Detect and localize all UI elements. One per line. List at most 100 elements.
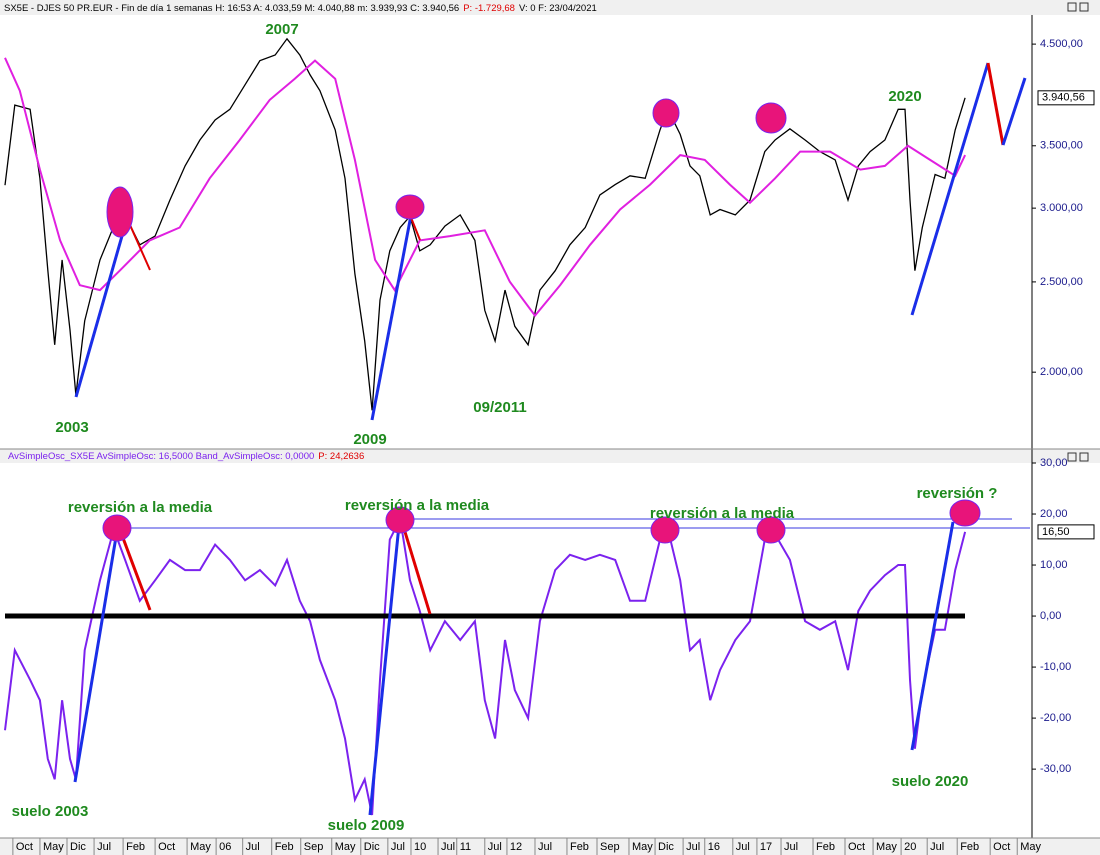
- x-tick-label: Sep: [304, 841, 324, 853]
- x-tick-label: Feb: [126, 841, 145, 853]
- x-tick-label: Jul: [246, 841, 260, 853]
- x-tick-label: Jul: [391, 841, 405, 853]
- window-button[interactable]: [1067, 2, 1077, 12]
- header: AvSimpleOsc_SX5E AvSimpleOsc: 16,5000 Ba…: [8, 451, 364, 462]
- highlight-circle: [650, 516, 680, 544]
- x-tick-label: May: [632, 841, 653, 853]
- trend-line: [370, 209, 414, 421]
- annotation: 2007: [265, 21, 298, 38]
- highlight-circle: [652, 98, 680, 128]
- trend-line: [73, 524, 120, 783]
- header-bar: [0, 0, 1100, 15]
- y-tick-label: 0,00: [1040, 610, 1061, 622]
- y-tick-label: -20,00: [1040, 712, 1071, 724]
- header-text: V: 0 F: 23/04/2021: [519, 3, 597, 14]
- y-tick-label: 20,00: [1040, 508, 1068, 520]
- annotation: suelo 2020: [892, 773, 969, 790]
- drawings: [5, 62, 1030, 816]
- highlight-circle: [106, 186, 134, 238]
- series-line: [4, 37, 966, 411]
- y-tick-label: 3.500,00: [1040, 140, 1083, 152]
- series-line: [4, 57, 967, 318]
- trend-line: [1001, 77, 1027, 146]
- y-tick-label: -10,00: [1040, 661, 1071, 673]
- highlight-circle: [395, 194, 425, 220]
- plot-area: [4, 37, 967, 816]
- x-tick-label: Oct: [16, 841, 33, 853]
- last-value-box: [1037, 524, 1095, 540]
- annotation: suelo 2003: [12, 803, 89, 820]
- window-button[interactable]: [1079, 452, 1089, 462]
- y-tick-label: 3.000,00: [1040, 202, 1083, 214]
- last-value-label: 16,50: [1042, 526, 1070, 538]
- x-tick-label: Sep: [600, 841, 620, 853]
- x-tick-label: 10: [414, 841, 426, 853]
- highlight-circle: [102, 514, 132, 542]
- series-line: [4, 515, 967, 816]
- x-tick-label: Jul: [488, 841, 502, 853]
- header: SX5E - DJES 50 PR.EUR - Fin de día 1 sem…: [4, 3, 597, 14]
- trend-line: [986, 62, 1005, 146]
- annotation: reversión ?: [917, 485, 998, 502]
- trend-line: [910, 62, 990, 316]
- highlight-circle: [755, 102, 787, 134]
- last-value-label: 3.940,56: [1042, 92, 1085, 104]
- x-tick-label: Jul: [441, 841, 455, 853]
- annotation: 2003: [55, 419, 88, 436]
- x-tick-label: Oct: [848, 841, 865, 853]
- x-tick-label: Jul: [538, 841, 552, 853]
- annotation: reversión a la media: [345, 497, 490, 514]
- x-tick-label: May: [190, 841, 211, 853]
- trend-line: [368, 514, 402, 816]
- x-tick-label: Dic: [364, 841, 380, 853]
- annotation: 09/2011: [473, 399, 526, 416]
- annotation: reversión a la media: [650, 505, 795, 522]
- annotation: 2009: [353, 431, 386, 448]
- x-axis-bar: [0, 838, 1100, 855]
- y-tick-label: 10,00: [1040, 559, 1068, 571]
- x-tick-label: 17: [760, 841, 772, 853]
- header-text: P: -1.729,68: [463, 3, 515, 14]
- x-tick-label: Oct: [158, 841, 175, 853]
- x-tick-label: May: [1020, 841, 1041, 853]
- window-button[interactable]: [1079, 2, 1089, 12]
- x-tick-label: 11: [460, 841, 471, 853]
- y-tick-label: 2.500,00: [1040, 276, 1083, 288]
- trend-line: [74, 214, 130, 398]
- header-bar: [0, 449, 1100, 463]
- trend-line: [400, 521, 432, 615]
- x-tick-label: Jul: [736, 841, 750, 853]
- y-tick-label: 2.000,00: [1040, 366, 1083, 378]
- header-text: P: 24,2636: [318, 451, 364, 462]
- x-tick-label: Oct: [993, 841, 1010, 853]
- last-value-box: [1037, 90, 1095, 106]
- window-buttons[interactable]: [1067, 2, 1089, 462]
- x-tick-label: 20: [904, 841, 916, 853]
- annotation: suelo 2009: [328, 817, 405, 834]
- header-text: AvSimpleOsc_SX5E AvSimpleOsc: 16,5000 Ba…: [8, 451, 314, 462]
- trend-line: [118, 529, 152, 611]
- highlight-circle: [756, 516, 786, 544]
- x-tick-label: Jul: [930, 841, 944, 853]
- window-button[interactable]: [1067, 452, 1077, 462]
- x-tick-label: Feb: [275, 841, 294, 853]
- x-tick-label: 16: [708, 841, 720, 853]
- y-tick-label: 30,00: [1040, 457, 1068, 469]
- y-tick-label: 4.500,00: [1040, 38, 1083, 50]
- highlight-circle: [385, 506, 415, 534]
- x-tick-label: Jul: [686, 841, 700, 853]
- x-tick-label: 06: [219, 841, 231, 853]
- y-tick-label: -30,00: [1040, 763, 1071, 775]
- trend-line: [129, 224, 151, 271]
- x-tick-label: Feb: [960, 841, 979, 853]
- x-tick-label: Feb: [816, 841, 835, 853]
- highlight-circle: [949, 499, 981, 527]
- trend-line: [910, 521, 955, 751]
- header-text: SX5E - DJES 50 PR.EUR - Fin de día 1 sem…: [4, 3, 459, 14]
- x-tick-label: Dic: [70, 841, 86, 853]
- annotation: 2020: [888, 88, 921, 105]
- x-tick-label: Dic: [658, 841, 674, 853]
- x-tick-label: May: [876, 841, 897, 853]
- x-tick-label: Jul: [784, 841, 798, 853]
